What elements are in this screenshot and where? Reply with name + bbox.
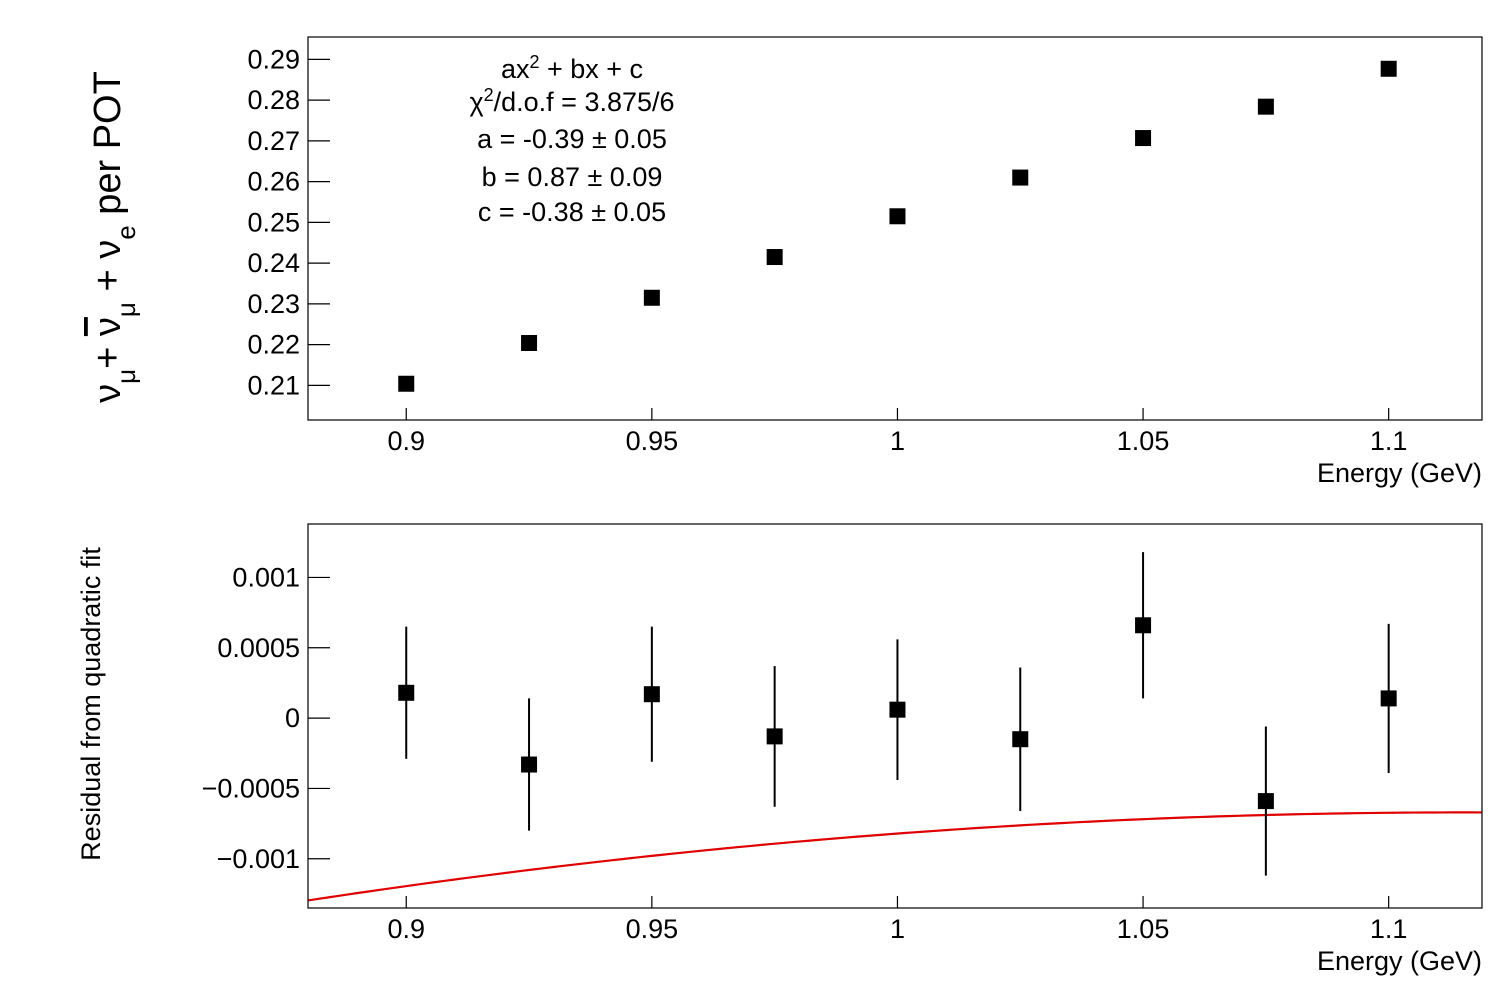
bottom-y-tick-label: 0.0005 xyxy=(217,633,300,663)
top-data-point xyxy=(521,334,538,351)
fit-a-label: a = -0.39 ± 0.05 xyxy=(477,124,667,154)
bottom-data-point xyxy=(1257,793,1274,810)
bottom-y-tick-label: 0.001 xyxy=(232,562,300,592)
top-y-tick-label: 0.24 xyxy=(247,248,300,278)
top-fit-curve xyxy=(307,811,1483,902)
top-y-tick-label: 0.25 xyxy=(247,207,300,237)
top-y-axis-title: νμ+ νμ + νe per POT xyxy=(87,71,141,403)
top-data-point xyxy=(766,249,783,266)
top-x-axis-title: Energy (GeV) xyxy=(1317,458,1482,488)
top-y-tick-label: 0.29 xyxy=(247,44,300,74)
bottom-x-axis: 0.9 0.95 1 1.05 1.1 xyxy=(387,896,1407,944)
bottom-data-point xyxy=(1012,731,1029,748)
top-y-tick-label: 0.27 xyxy=(247,126,300,156)
bottom-data-point xyxy=(889,701,906,718)
top-panel: 0.21 0.22 0.23 0.24 0.25 0.26 0.27 0.28 0.29 0.9… xyxy=(87,36,1483,902)
bottom-data-point xyxy=(398,684,415,701)
top-y-tick-label: 0.22 xyxy=(247,330,300,360)
top-data-point xyxy=(643,289,660,306)
bottom-y-axis-title: Residual from quadratic fit xyxy=(76,547,106,861)
bottom-plot-frame xyxy=(307,523,1483,909)
top-data-points xyxy=(398,60,1397,392)
bottom-x-tick-label: 1.1 xyxy=(1370,914,1408,944)
bottom-y-tick-label: 0 xyxy=(285,703,300,733)
fit-annotation: ax2 + bx + c χ2/d.o.f = 3.875/6 a = -0.3… xyxy=(469,52,674,227)
bottom-data-point xyxy=(521,756,538,773)
top-y-tick-label: 0.23 xyxy=(247,289,300,319)
bottom-x-tick-label: 0.9 xyxy=(387,914,425,944)
fit-c-label: c = -0.38 ± 0.05 xyxy=(478,197,666,227)
top-data-point xyxy=(1012,169,1029,186)
bottom-data-point xyxy=(766,728,783,745)
top-x-axis: 0.9 0.95 1 1.05 1.1 xyxy=(387,408,1407,456)
bottom-y-tick-label: −0.001 xyxy=(217,844,300,874)
bottom-data-points xyxy=(398,552,1397,876)
top-data-point xyxy=(889,208,906,225)
top-x-tick-label: 1.05 xyxy=(1117,426,1170,456)
top-data-point xyxy=(398,375,415,392)
top-y-axis: 0.21 0.22 0.23 0.24 0.25 0.26 0.27 0.28 0.29 xyxy=(247,44,330,400)
top-y-tick-label: 0.26 xyxy=(247,167,300,197)
top-fit-curve-group xyxy=(307,811,1483,902)
bottom-x-tick-label: 1.05 xyxy=(1117,914,1170,944)
bottom-data-point xyxy=(1135,617,1152,634)
top-x-tick-label: 1 xyxy=(890,426,905,456)
bottom-y-axis: −0.001 −0.0005 0 0.0005 0.001 xyxy=(202,562,330,874)
bottom-data-point xyxy=(643,686,660,703)
top-data-point xyxy=(1380,60,1397,77)
bottom-x-tick-label: 0.95 xyxy=(626,914,679,944)
top-x-tick-label: 0.95 xyxy=(626,426,679,456)
top-plot-frame xyxy=(307,36,1483,421)
top-x-tick-label: 0.9 xyxy=(387,426,425,456)
fit-b-label: b = 0.87 ± 0.09 xyxy=(482,162,663,192)
bottom-y-tick-label: −0.0005 xyxy=(202,773,300,803)
top-y-tick-label: 0.28 xyxy=(247,85,300,115)
bottom-data-point xyxy=(1380,690,1397,707)
top-data-point xyxy=(1135,130,1152,147)
top-data-point xyxy=(1257,98,1274,115)
fit-chi2-label: χ2/d.o.f = 3.875/6 xyxy=(469,85,674,117)
fit-formula-label: ax2 + bx + c xyxy=(501,52,643,84)
top-x-tick-label: 1.1 xyxy=(1370,426,1408,456)
bottom-x-axis-title: Energy (GeV) xyxy=(1317,946,1482,976)
top-y-tick-label: 0.21 xyxy=(247,370,300,400)
bottom-x-tick-label: 1 xyxy=(890,914,905,944)
bottom-panel: −0.001 −0.0005 0 0.0005 0.001 0.9 0.95 1 1.05 1.… xyxy=(76,523,1483,976)
